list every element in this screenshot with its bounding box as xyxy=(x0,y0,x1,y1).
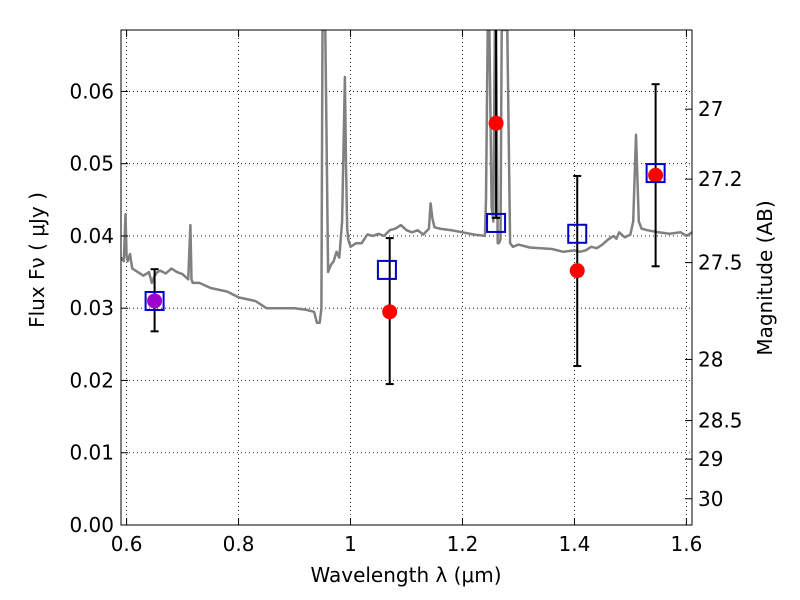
observed-point xyxy=(488,115,504,131)
magnitude-tick-label: 27.5 xyxy=(698,251,743,275)
observed-point xyxy=(382,304,398,320)
x-tick-label: 0.6 xyxy=(111,532,143,556)
magnitude-tick-label: 27.2 xyxy=(698,167,743,191)
model-point xyxy=(144,290,165,311)
y-axis-label: Flux Fν ( μJy ) xyxy=(25,192,49,328)
y-tick-label: 0.04 xyxy=(69,224,114,248)
x-axis: 0.6 0.8 1 1.2 1.4 1.6 xyxy=(111,30,702,556)
y-axis-right-label: Magnitude (AB) xyxy=(753,200,777,355)
observed-point xyxy=(648,167,664,183)
x-tick-label: 1 xyxy=(344,532,357,556)
magnitude-tick-label: 27 xyxy=(698,97,723,121)
x-axis-label: Wavelength λ (μm) xyxy=(310,563,501,587)
x-tick-label: 1.4 xyxy=(559,532,591,556)
observed-points xyxy=(147,115,664,320)
model-point xyxy=(567,223,588,244)
x-tick-label: 0.8 xyxy=(223,532,255,556)
model-point xyxy=(486,212,507,233)
magnitude-tick-label: 29 xyxy=(698,447,723,471)
model-spectrum-line xyxy=(121,30,692,324)
observed-point xyxy=(569,263,585,279)
plot-frame xyxy=(120,29,693,526)
model-points xyxy=(144,163,666,311)
y-tick-label: 0.01 xyxy=(69,441,114,465)
model-point xyxy=(645,163,666,184)
x-tick-label: 1.2 xyxy=(447,532,479,556)
x-tick-label: 1.6 xyxy=(670,532,702,556)
y-axis-right: 27 27.2 27.5 28 28.5 29 30 xyxy=(685,97,743,511)
magnitude-tick-label: 30 xyxy=(698,487,723,511)
y-tick-label: 0.05 xyxy=(69,152,114,176)
magnitude-tick-label: 28 xyxy=(698,347,723,371)
y-tick-label: 0.03 xyxy=(69,296,114,320)
observed-point xyxy=(147,293,163,309)
error-bars xyxy=(150,30,660,386)
y-tick-label: 0.06 xyxy=(69,79,114,103)
spectrum-layer xyxy=(121,30,692,324)
magnitude-tick-label: 28.5 xyxy=(698,409,743,433)
grid-lines xyxy=(121,30,692,526)
y-axis-left: 0.00 0.01 0.02 0.03 0.04 0.05 0.06 xyxy=(69,79,128,537)
y-tick-label: 0.02 xyxy=(69,368,114,392)
y-tick-label: 0.00 xyxy=(69,513,114,537)
model-point xyxy=(376,259,397,280)
